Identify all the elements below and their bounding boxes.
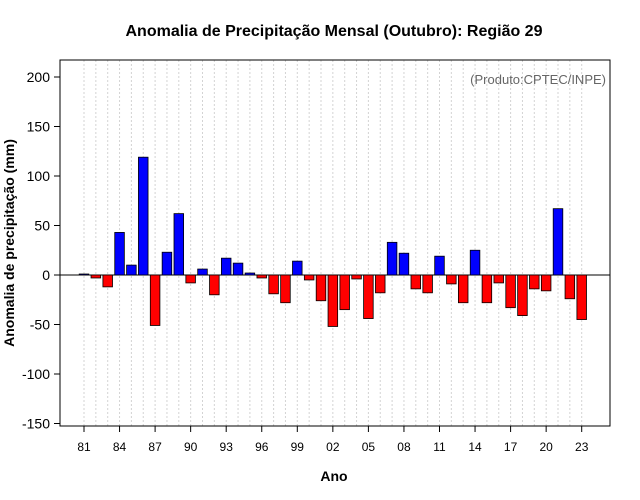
x-axis: 81 84 87 90 93 96 99 02 05 08 11 14 17 20 23 — [77, 426, 589, 454]
bar-1996 — [256, 274, 267, 279]
bar-2015 — [481, 274, 493, 304]
bar-2009 — [410, 274, 422, 290]
bar-1994 — [232, 262, 244, 276]
grid-lines — [83, 60, 583, 426]
x-tick-label: 02 — [326, 440, 340, 454]
bar-1999 — [292, 260, 303, 276]
y-tick-label: -50 — [30, 317, 50, 333]
bar-2017 — [505, 274, 516, 309]
x-tick-label: 84 — [113, 440, 127, 454]
bar-2005 — [363, 274, 374, 319]
bar-2023 — [576, 274, 587, 320]
bar-2020 — [540, 274, 552, 292]
bar-1993 — [220, 257, 232, 276]
bar-2018 — [517, 274, 528, 316]
x-tick-label: 99 — [291, 440, 305, 454]
x-tick-label: 93 — [220, 440, 234, 454]
y-tick-label: 100 — [27, 168, 51, 184]
bar-2002 — [327, 274, 339, 327]
bar-1983 — [102, 274, 113, 288]
y-tick-label: 200 — [27, 69, 51, 85]
y-tick-label: 50 — [34, 218, 50, 234]
bar-1997 — [268, 274, 279, 295]
bar-1988 — [161, 251, 173, 276]
chart-title: Anomalia de Precipitação Mensal (Outubro… — [126, 23, 543, 40]
bar-2000 — [303, 274, 315, 281]
bar-2013 — [457, 274, 469, 304]
bar-2016 — [493, 274, 504, 284]
bar-2012 — [446, 274, 457, 285]
bar-2019 — [529, 274, 540, 290]
x-tick-label: 05 — [362, 440, 376, 454]
bar-2022 — [564, 274, 576, 300]
bar-2007 — [386, 241, 398, 276]
bar-2011 — [434, 255, 445, 276]
y-tick-label: -100 — [22, 366, 50, 382]
bar-1987 — [149, 274, 161, 326]
y-tick-label: 150 — [27, 119, 51, 135]
bar-1992 — [209, 274, 220, 296]
product-credit: (Produto:CPTEC/INPE) — [470, 72, 606, 87]
bar-1989 — [173, 213, 185, 276]
plot-frame — [59, 59, 611, 427]
bar-2004 — [351, 274, 362, 280]
x-tick-label: 11 — [433, 440, 446, 454]
bars-group — [78, 156, 587, 327]
bar-1985 — [126, 264, 137, 276]
x-tick-label: 90 — [184, 440, 198, 454]
y-tick-label: -150 — [22, 416, 50, 432]
y-tick-label: 0 — [42, 267, 50, 283]
bar-2006 — [375, 274, 386, 294]
bar-1986 — [138, 156, 149, 276]
bar-1990 — [185, 274, 196, 284]
x-tick-label: 20 — [539, 440, 553, 454]
bar-1984 — [114, 232, 125, 276]
x-tick-label: 96 — [255, 440, 269, 454]
y-axis-label: Anomalia de precipitação (mm) — [1, 139, 17, 347]
bar-1995 — [244, 272, 256, 276]
bar-2001 — [315, 274, 327, 302]
bar-2010 — [422, 274, 433, 294]
bar-1991 — [197, 268, 208, 276]
y-axis: -150 -100 -50 0 50 100 150 200 — [22, 69, 60, 432]
bar-1982 — [90, 274, 102, 279]
bar-1981 — [78, 273, 90, 276]
x-tick-label: 87 — [148, 440, 162, 454]
x-tick-label: 14 — [468, 440, 482, 454]
bar-2003 — [339, 274, 350, 311]
x-tick-label: 23 — [575, 440, 589, 454]
x-tick-label: 08 — [397, 440, 411, 454]
bar-1998 — [280, 274, 291, 304]
x-tick-label: 17 — [504, 440, 518, 454]
bar-2008 — [398, 252, 410, 276]
x-tick-label: 81 — [77, 440, 91, 454]
bar-2014 — [469, 249, 481, 276]
bar-2021 — [552, 208, 564, 276]
x-axis-label: Ano — [320, 468, 347, 484]
